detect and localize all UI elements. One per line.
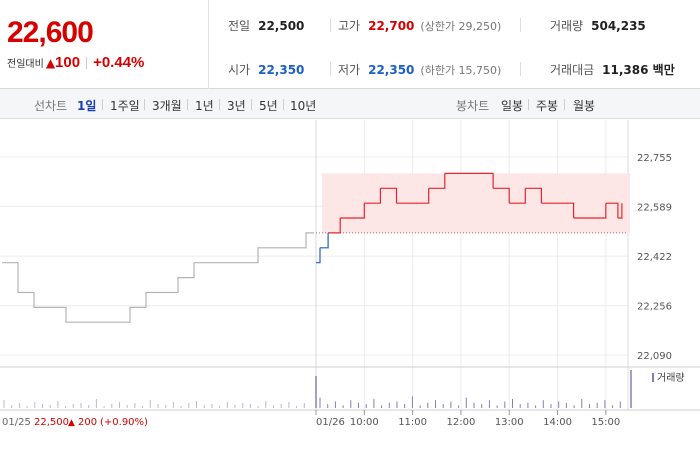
up-arrow-icon: ▲ bbox=[68, 418, 75, 428]
current-price: 22,600 bbox=[7, 16, 94, 49]
stat-label: 전일 bbox=[228, 19, 251, 33]
tab-1d[interactable]: 1일 bbox=[77, 99, 97, 113]
stat-value: 22,350 bbox=[258, 63, 305, 77]
divider bbox=[330, 18, 331, 32]
stat-value: 504,235 bbox=[591, 19, 646, 33]
volume-legend-swatch bbox=[652, 373, 654, 382]
upper-limit: (상한가 29,250) bbox=[420, 20, 502, 33]
tab-3y[interactable]: 3년 bbox=[227, 99, 246, 113]
divider bbox=[219, 99, 220, 110]
divider bbox=[330, 62, 331, 76]
change-percent: +0.44% bbox=[93, 54, 145, 71]
divider bbox=[251, 99, 252, 110]
tab-monthly-candle[interactable]: 월봉 bbox=[573, 99, 596, 113]
divider bbox=[144, 99, 145, 110]
prev-day-label: 01/25 22,500 ▲ 200 (+0.90%) bbox=[2, 417, 148, 428]
intraday-price-chart: 22,755 22,589 22,422 22,256 22,090 거래량 01/26… bbox=[0, 120, 700, 428]
stat-prev-close: 전일 22,500 bbox=[228, 17, 304, 34]
change-row: 전일대비 ▲ 100 +0.44% bbox=[7, 54, 144, 71]
stat-label: 고가 bbox=[338, 19, 361, 33]
stat-value: 22,700 bbox=[368, 19, 415, 33]
up-arrow-icon: ▲ bbox=[45, 55, 56, 70]
divider bbox=[283, 99, 284, 110]
stat-label: 시가 bbox=[228, 63, 251, 77]
prev-day-change: 200 bbox=[78, 417, 97, 428]
change-amount: 100 bbox=[55, 54, 81, 71]
volume-legend: 거래량 bbox=[652, 372, 685, 384]
stat-label: 거래대금 bbox=[550, 63, 595, 77]
divider bbox=[564, 99, 565, 110]
x-tick-label: 15:00 bbox=[591, 417, 620, 428]
stat-value: 22,500 bbox=[258, 19, 305, 33]
tab-daily-candle[interactable]: 일봉 bbox=[501, 99, 524, 113]
prev-day-pct: (+0.90%) bbox=[100, 417, 148, 428]
lower-limit: (하한가 15,750) bbox=[420, 64, 502, 77]
stat-open: 시가 22,350 bbox=[228, 61, 304, 78]
divider bbox=[86, 56, 88, 69]
tab-1y[interactable]: 1년 bbox=[195, 99, 214, 113]
volume-legend-label: 거래량 bbox=[657, 372, 685, 384]
line-chart-title: 선차트 bbox=[34, 99, 68, 113]
tab-10y[interactable]: 10년 bbox=[290, 99, 317, 113]
divider bbox=[102, 99, 103, 110]
stat-value: 11,386 백만 bbox=[602, 63, 675, 77]
series-line-prev-day bbox=[2, 232, 314, 323]
stat-label: 저가 bbox=[338, 63, 361, 77]
candle-chart-title: 봉차트 bbox=[456, 99, 490, 113]
stat-high: 고가 22,700 (상한가 29,250) bbox=[338, 17, 501, 34]
x-tick-label: 13:00 bbox=[495, 417, 524, 428]
divider bbox=[187, 99, 188, 110]
stat-value: 22,350 bbox=[368, 63, 415, 77]
y-tick-label: 22,422 bbox=[637, 252, 672, 263]
stat-low: 저가 22,350 (하한가 15,750) bbox=[338, 61, 501, 78]
series-line-today-above-ref bbox=[328, 172, 623, 234]
divider bbox=[520, 62, 521, 76]
tab-weekly-candle[interactable]: 주봉 bbox=[536, 99, 559, 113]
x-tick-label: 10:00 bbox=[350, 417, 379, 428]
chart-period-tabbar: 선차트 1일 1주일 3개월 1년 3년 5년 10년 봉차트 일봉 주봉 월봉 bbox=[0, 89, 700, 119]
prev-day-close: 22,500 bbox=[34, 417, 69, 428]
y-tick-label: 22,256 bbox=[637, 302, 672, 313]
y-tick-label: 22,755 bbox=[637, 153, 672, 164]
y-tick-label: 22,090 bbox=[637, 351, 672, 362]
divider bbox=[528, 99, 529, 110]
change-label: 전일대비 bbox=[7, 59, 44, 70]
divider bbox=[520, 18, 521, 32]
series-line-today-below-ref bbox=[316, 232, 329, 264]
stat-volume: 거래량 504,235 bbox=[550, 17, 646, 34]
x-tick-label: 14:00 bbox=[543, 417, 572, 428]
prev-day-date: 01/25 bbox=[2, 417, 31, 428]
tab-3m[interactable]: 3개월 bbox=[152, 99, 182, 113]
x-tick-label: 01/26 bbox=[316, 417, 345, 428]
stat-label: 거래량 bbox=[550, 19, 584, 33]
tab-1w[interactable]: 1주일 bbox=[110, 99, 140, 113]
x-tick-label: 11:00 bbox=[398, 417, 427, 428]
price-summary: 22,600 전일대비 ▲ 100 +0.44% bbox=[0, 0, 209, 89]
y-tick-label: 22,589 bbox=[637, 202, 672, 213]
tab-5y[interactable]: 5년 bbox=[259, 99, 278, 113]
stat-trade-amount: 거래대금 11,386 백만 bbox=[550, 61, 675, 78]
x-tick-label: 12:00 bbox=[447, 417, 476, 428]
quote-header: 22,600 전일대비 ▲ 100 +0.44% 전일 22,500 고가 22… bbox=[0, 0, 700, 89]
